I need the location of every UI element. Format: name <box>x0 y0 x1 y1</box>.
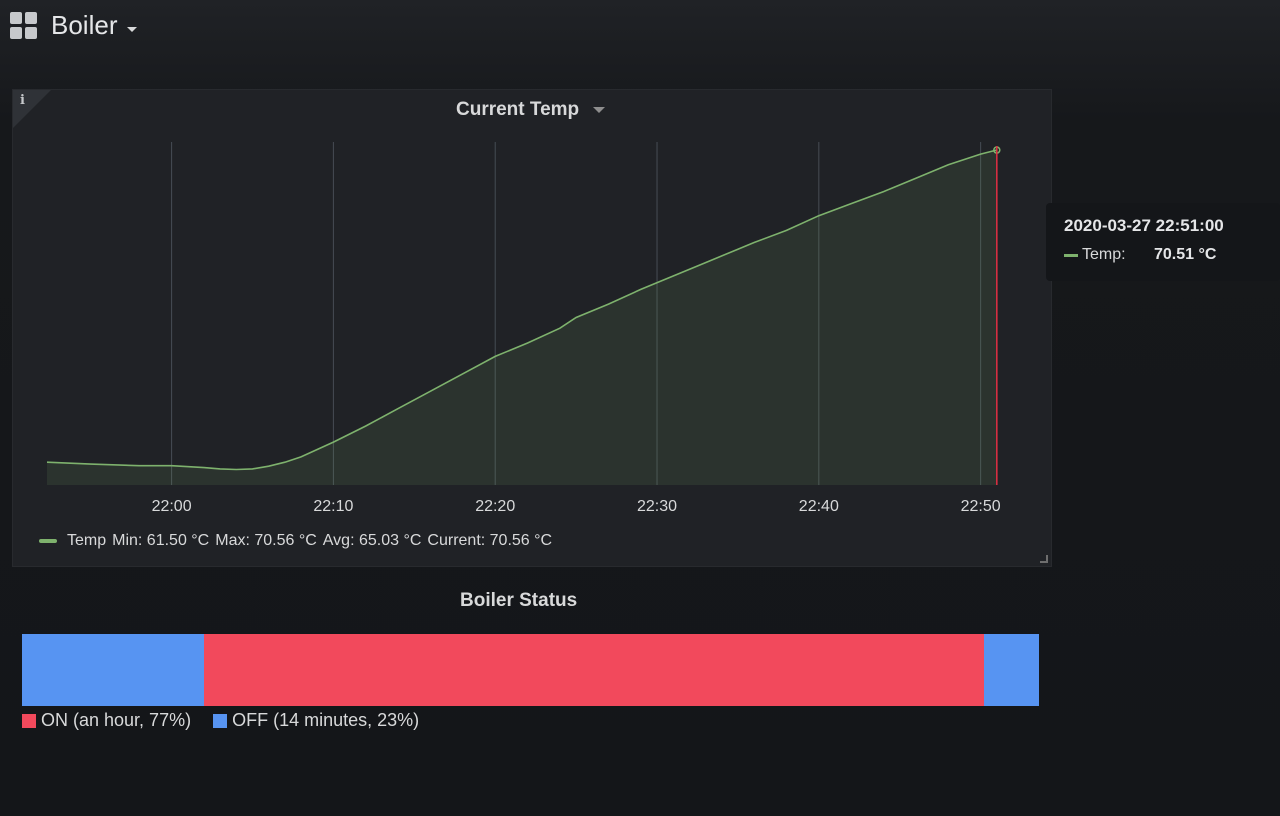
series-line <box>46 149 997 471</box>
x-tick-label: 22:10 <box>313 498 353 515</box>
hover-tooltip: 2020-03-27 22:51:00 Temp: 70.51 °C <box>1046 203 1280 281</box>
x-tick-label: 22:20 <box>475 498 515 515</box>
legend-avg: Avg: 65.03 °C <box>322 532 422 549</box>
status-legend-swatch <box>213 713 228 728</box>
status-legend-item[interactable]: OFF (14 minutes, 23%) <box>213 710 419 731</box>
legend-min: Min: 61.50 °C <box>112 532 210 549</box>
chart-legend: Temp Min: 61.50 °C Max: 70.56 °C Avg: 65… <box>39 532 552 550</box>
status-bar <box>22 634 1039 706</box>
dashboard-grid-icon[interactable] <box>10 12 38 40</box>
panel-resize-handle[interactable] <box>1040 555 1048 563</box>
current-temp-panel: 22:00 22:10 22:20 22:30 22:40 22:50 i Current… <box>12 89 1052 567</box>
legend-max: Max: 70.56 °C <box>215 532 317 549</box>
info-icon[interactable]: i <box>20 93 25 108</box>
tooltip-value: 70.51 °C <box>1154 246 1217 263</box>
panel-menu-caret-icon[interactable] <box>593 107 605 113</box>
chevron-down-icon[interactable] <box>127 27 137 32</box>
temp-chart: 22:00 22:10 22:20 22:30 22:40 22:50 <box>46 142 1001 515</box>
status-segment-on[interactable] <box>204 634 985 706</box>
status-legend-item[interactable]: ON (an hour, 77%) <box>22 710 191 731</box>
legend-series-name[interactable]: Temp <box>67 532 107 549</box>
status-legend-label: ON (an hour, 77%) <box>41 710 192 730</box>
x-tick-label: 22:30 <box>637 498 677 515</box>
legend-current: Current: 70.56 °C <box>427 532 553 549</box>
legend-series-swatch <box>39 539 57 543</box>
tooltip-series-swatch <box>1064 254 1078 257</box>
panel-title[interactable]: Current Temp <box>456 99 580 120</box>
series-area <box>47 150 997 485</box>
dashboard-title[interactable]: Boiler <box>51 10 118 40</box>
top-bar: Boiler <box>0 0 1280 60</box>
status-segment-off[interactable] <box>22 634 205 706</box>
status-legend-label: OFF (14 minutes, 23%) <box>232 710 420 730</box>
x-tick-label: 22:00 <box>152 498 192 515</box>
status-segment-off[interactable] <box>984 634 1039 706</box>
tooltip-time: 2020-03-27 22:51:00 <box>1064 216 1224 235</box>
status-legend: ON (an hour, 77%) OFF (14 minutes, 23%) <box>22 710 419 731</box>
x-tick-label: 22:40 <box>799 498 839 515</box>
tooltip-series-name: Temp: <box>1082 246 1126 263</box>
status-panel-title: Boiler Status <box>460 590 578 611</box>
status-legend-swatch <box>22 713 36 728</box>
panel-info-corner <box>13 90 51 128</box>
x-tick-label: 22:50 <box>961 498 1001 515</box>
